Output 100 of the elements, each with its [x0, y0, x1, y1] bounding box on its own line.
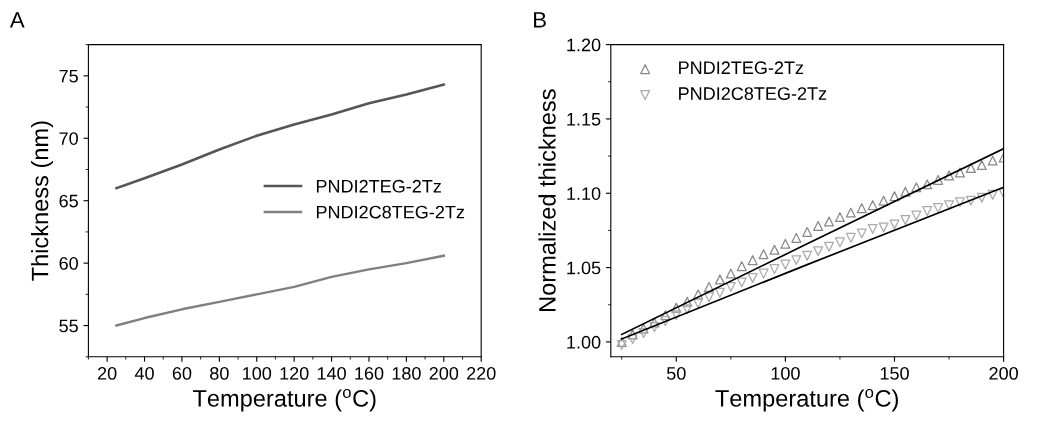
text: A — [9, 12, 25, 28]
y-tick-label: 1.00 — [567, 335, 601, 349]
y-tick-label: 55 — [59, 319, 78, 333]
x-tick-label: 100 — [771, 367, 800, 380]
y-tick-label: 1.10 — [567, 187, 601, 200]
x-tick-label: 160 — [355, 367, 384, 380]
point — [878, 222, 889, 233]
point — [824, 216, 835, 227]
x-tick-label: 120 — [280, 367, 309, 380]
y-tick-label: 60 — [59, 257, 78, 270]
point — [856, 228, 867, 239]
x-axis-title: Temperature ($^{o}$C) — [193, 388, 376, 412]
point — [802, 250, 813, 261]
point — [834, 212, 845, 223]
y-tick-label: 1.15 — [567, 113, 601, 126]
point — [714, 274, 725, 285]
point — [922, 206, 933, 217]
point — [813, 246, 824, 257]
x-tick-label: 50 — [666, 367, 686, 380]
point — [965, 195, 976, 206]
point — [813, 220, 824, 231]
x-tick-label: 40 — [134, 367, 154, 380]
point — [791, 255, 802, 266]
y-tick-label: 1.20 — [567, 38, 601, 52]
point — [954, 167, 965, 178]
x-tick-label: 200 — [989, 367, 1018, 380]
point — [660, 310, 671, 321]
x-tick-label: 20 — [97, 367, 117, 380]
point — [725, 268, 736, 279]
point — [944, 170, 955, 181]
point — [725, 281, 736, 292]
point — [845, 207, 856, 218]
x-tick-label: 140 — [317, 367, 346, 380]
point — [660, 316, 671, 327]
point — [954, 197, 965, 208]
point — [965, 162, 976, 174]
point — [780, 259, 791, 270]
line-series — [115, 254, 446, 327]
legend-label: PNDI2TEG-2Tz — [316, 179, 441, 193]
point — [747, 272, 758, 284]
point — [758, 268, 769, 279]
y-axis-title: Normalized thickness — [538, 89, 556, 311]
point — [867, 223, 878, 234]
point — [780, 238, 791, 249]
x-tick-label: 150 — [880, 367, 909, 380]
legend-label: PNDI2C8TEG-2Tz — [316, 205, 465, 219]
point — [944, 200, 955, 211]
point — [933, 203, 944, 214]
point — [671, 302, 682, 313]
point — [911, 210, 922, 221]
x-tick-label: 80 — [210, 367, 229, 380]
point — [845, 232, 856, 243]
point — [933, 174, 944, 185]
point — [682, 296, 693, 307]
point — [769, 264, 780, 275]
point — [867, 200, 878, 211]
point — [649, 322, 660, 333]
y-tick-label: 75 — [59, 69, 78, 83]
point — [769, 244, 780, 255]
x-tick-label: 180 — [392, 367, 421, 380]
point — [976, 192, 987, 203]
point — [911, 182, 922, 193]
y-tick-label: 70 — [59, 132, 78, 145]
point — [627, 333, 638, 344]
point — [747, 255, 758, 266]
point — [889, 191, 900, 202]
point — [758, 249, 769, 260]
y-tick-label: 1.05 — [567, 261, 601, 275]
legend-label: PNDI2TEG-2Tz — [679, 61, 804, 75]
point — [693, 289, 704, 300]
point — [900, 215, 911, 226]
point — [682, 304, 693, 315]
point — [834, 237, 845, 248]
point — [638, 323, 649, 334]
y-tick-label: 65 — [59, 194, 78, 208]
point — [878, 195, 889, 206]
point — [802, 226, 813, 237]
point — [824, 241, 835, 252]
point — [703, 281, 715, 292]
y-axis-title: Thickness (nm) — [31, 121, 54, 281]
x-tick-label: 60 — [172, 367, 192, 380]
point — [703, 292, 715, 303]
point — [976, 160, 987, 171]
point — [889, 219, 900, 230]
point — [856, 203, 867, 214]
point — [987, 155, 998, 166]
point — [736, 277, 747, 288]
point — [627, 329, 638, 340]
point — [987, 189, 998, 200]
point — [638, 327, 649, 339]
point — [922, 179, 933, 190]
point — [693, 298, 704, 309]
legend-label: PNDI2C8TEG-2Tz — [679, 87, 827, 100]
point — [671, 310, 682, 321]
point — [649, 317, 660, 328]
x-tick-label: 200 — [429, 367, 459, 380]
point — [791, 232, 802, 243]
point — [736, 261, 747, 272]
point — [714, 287, 725, 298]
point — [900, 186, 911, 197]
